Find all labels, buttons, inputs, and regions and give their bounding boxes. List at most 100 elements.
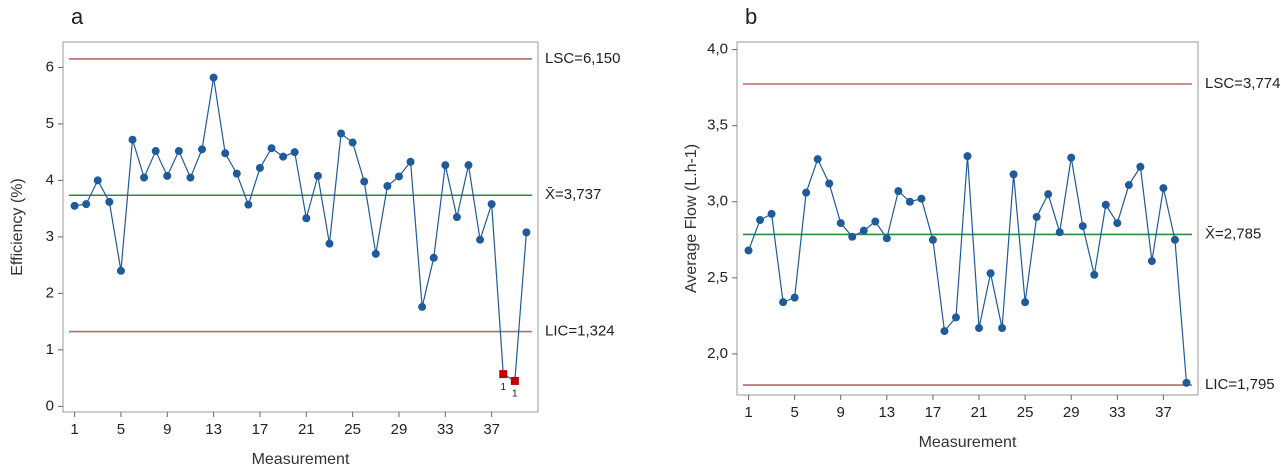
control-limit-label: LIC=1,795 [1205, 376, 1275, 393]
data-point [779, 298, 788, 307]
y-tick-label: 2 [46, 284, 54, 301]
data-point [790, 293, 799, 302]
control-limit-label: LSC=3,774 [1205, 75, 1280, 92]
data-line [74, 77, 528, 382]
data-point [313, 171, 322, 180]
y-tick-label: 6 [46, 58, 54, 75]
data-point [871, 217, 880, 226]
data-point [163, 171, 172, 180]
data-point [825, 179, 834, 188]
x-tick-label: 13 [205, 421, 222, 438]
data-point [1067, 153, 1076, 162]
data-point [1032, 212, 1041, 221]
control-limit-label: X̄=2,785 [1205, 225, 1261, 242]
data-point [1170, 235, 1179, 244]
control-limit-label: LIC=1,324 [545, 323, 615, 340]
flag-label: 1 [500, 382, 506, 393]
data-point [813, 155, 822, 164]
data-point [1113, 219, 1122, 228]
x-axis-title: Measurement [919, 434, 1017, 451]
data-point [418, 302, 427, 311]
data-point [1090, 270, 1099, 279]
data-point [371, 249, 380, 258]
data-point [221, 149, 230, 158]
data-point [441, 161, 450, 170]
data-point [337, 129, 346, 138]
data-point [951, 313, 960, 322]
data-point [522, 228, 531, 237]
data-point [802, 188, 811, 197]
data-point [975, 324, 984, 333]
data-point [244, 200, 253, 209]
flagged-point [510, 376, 519, 385]
data-point [1009, 170, 1018, 179]
x-tick-label: 33 [437, 421, 454, 438]
data-point [1101, 200, 1110, 209]
data-point [267, 144, 276, 153]
data-point [1136, 162, 1145, 171]
data-point [186, 173, 195, 182]
data-point [1055, 228, 1064, 237]
plot-area [736, 41, 1199, 396]
data-point [767, 209, 776, 218]
x-tick-label: 5 [790, 404, 798, 421]
data-point [917, 194, 926, 203]
y-tick-label: 3 [46, 228, 54, 245]
data-point [70, 201, 79, 210]
data-point [1147, 257, 1156, 266]
data-point [940, 327, 949, 336]
data-point [198, 145, 207, 154]
data-point [452, 213, 461, 222]
data-point [255, 163, 264, 172]
data-point [151, 147, 160, 156]
data-point [1124, 181, 1133, 190]
data-point [140, 173, 149, 182]
y-tick-label: 3,5 [707, 117, 728, 134]
data-point [82, 200, 91, 209]
data-point [998, 324, 1007, 333]
y-tick-label: 4 [46, 171, 54, 188]
flag-label: 1 [512, 389, 518, 400]
data-point [1078, 222, 1087, 231]
x-tick-label: 1 [744, 404, 752, 421]
x-tick-label: 37 [483, 421, 500, 438]
data-point [1159, 184, 1168, 193]
data-point [1182, 378, 1191, 387]
data-point [406, 157, 415, 166]
data-point [836, 219, 845, 228]
x-tick-label: 9 [163, 421, 171, 438]
x-tick-label: 5 [117, 421, 125, 438]
control-limit-label: X̄=3,737 [545, 186, 601, 203]
y-axis-title: Average Flow (L.h-1) [683, 144, 700, 293]
data-point [128, 135, 137, 144]
data-point [848, 232, 857, 241]
y-tick-label: 2,5 [707, 269, 728, 286]
data-point [986, 269, 995, 278]
data-point [325, 239, 334, 248]
x-tick-label: 21 [298, 421, 315, 438]
flagged-point [499, 370, 508, 379]
x-tick-label: 29 [391, 421, 408, 438]
x-tick-label: 33 [1109, 404, 1126, 421]
data-point [756, 216, 765, 225]
data-point [859, 226, 868, 235]
x-axis-title: Measurement [252, 451, 350, 467]
data-point [744, 246, 753, 255]
x-tick-label: 13 [878, 404, 895, 421]
x-tick-label: 25 [1017, 404, 1034, 421]
data-point [93, 176, 102, 185]
data-point [963, 152, 972, 161]
data-point [464, 161, 473, 170]
y-tick-label: 3,0 [707, 193, 728, 210]
data-point [394, 172, 403, 181]
data-point [1021, 298, 1030, 307]
x-tick-label: 29 [1063, 404, 1080, 421]
data-point [1044, 190, 1053, 199]
y-tick-label: 5 [46, 115, 54, 132]
data-point [905, 197, 914, 206]
data-point [487, 200, 496, 209]
x-tick-label: 9 [837, 404, 845, 421]
x-tick-label: 17 [252, 421, 269, 438]
data-point [383, 182, 392, 191]
panel-label: a [71, 4, 84, 29]
